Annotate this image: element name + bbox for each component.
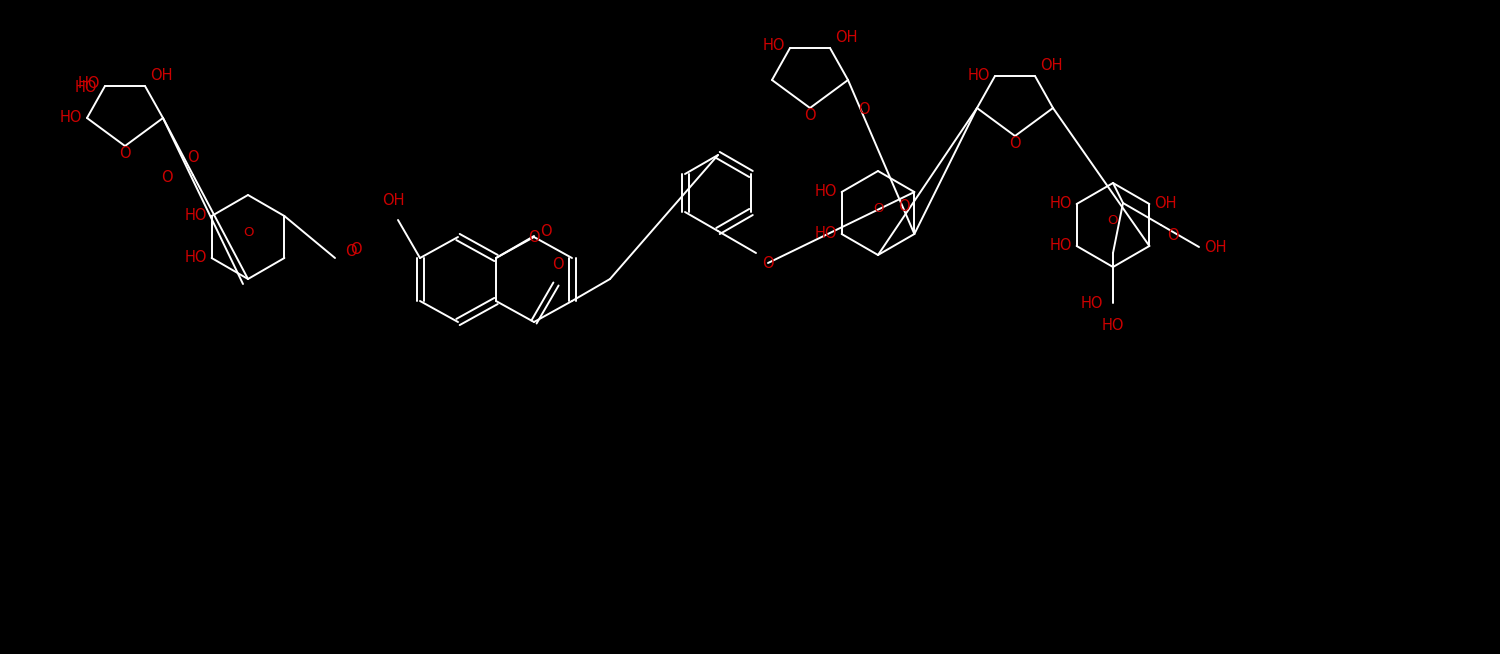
Text: O: O	[1107, 213, 1118, 226]
Text: HO: HO	[60, 111, 82, 126]
Text: HO: HO	[1080, 296, 1102, 311]
Text: OH: OH	[1204, 239, 1227, 254]
Text: OH: OH	[836, 31, 858, 46]
Text: OH: OH	[150, 69, 172, 84]
Text: O: O	[858, 103, 870, 118]
Text: HO: HO	[75, 80, 98, 95]
Text: O: O	[804, 108, 816, 123]
Text: O: O	[528, 230, 540, 245]
Text: O: O	[1167, 228, 1179, 243]
Text: O: O	[188, 150, 200, 165]
Text: O: O	[118, 146, 130, 161]
Text: O: O	[243, 226, 254, 239]
Text: OH: OH	[1155, 196, 1178, 211]
Text: HO: HO	[762, 39, 784, 54]
Text: HO: HO	[78, 77, 101, 92]
Text: OH: OH	[1040, 58, 1062, 73]
Text: HO: HO	[1048, 196, 1071, 211]
Text: HO: HO	[184, 250, 207, 266]
Text: O: O	[350, 243, 361, 258]
Text: OH: OH	[381, 193, 405, 208]
Text: HO: HO	[1048, 239, 1071, 254]
Text: O: O	[762, 256, 774, 271]
Text: O: O	[345, 245, 357, 260]
Text: O: O	[873, 201, 883, 215]
Text: HO: HO	[815, 226, 837, 241]
Text: O: O	[898, 199, 910, 214]
Text: HO: HO	[968, 69, 990, 84]
Text: O: O	[552, 257, 564, 272]
Text: HO: HO	[184, 209, 207, 224]
Text: O: O	[540, 224, 552, 239]
Text: HO: HO	[1101, 318, 1125, 333]
Text: HO: HO	[815, 184, 837, 199]
Text: O: O	[1010, 136, 1022, 151]
Text: O: O	[160, 171, 172, 186]
